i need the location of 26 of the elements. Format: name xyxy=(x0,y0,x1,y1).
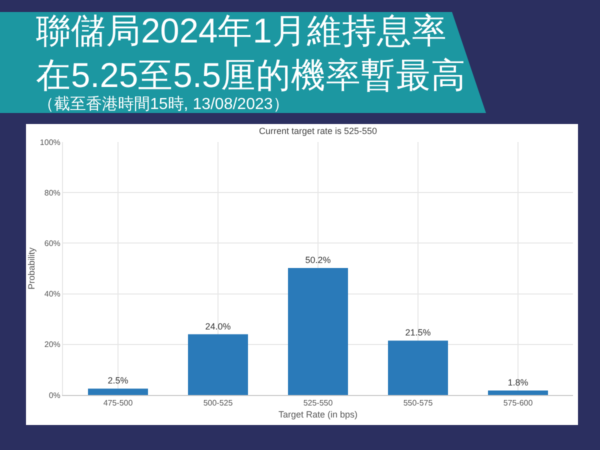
y-tick-label: 100% xyxy=(40,138,60,147)
y-axis-title: Probability xyxy=(26,246,36,290)
data-label: 21.5% xyxy=(405,328,431,338)
data-label: 50.2% xyxy=(305,254,331,265)
bar xyxy=(88,388,148,395)
y-tick-label: 60% xyxy=(44,239,60,248)
y-tick-label: 40% xyxy=(44,290,60,299)
bar xyxy=(188,334,248,395)
x-tick-label: 525-550 xyxy=(303,398,334,408)
x-tick-label: 550-575 xyxy=(403,398,434,408)
x-axis-title: Target Rate (in bps) xyxy=(278,409,358,420)
bar xyxy=(488,390,548,395)
data-label: 2.5% xyxy=(108,376,128,386)
text: （截至香港時間15時, 13/08/2023） xyxy=(38,95,289,113)
y-tick-label: 80% xyxy=(44,188,60,198)
chart-title: 聯儲局2024年1月維持息率在5.25至5.5厘的機率暫最高 xyxy=(36,12,466,96)
bar xyxy=(288,268,348,395)
x-tick-label: 500-525 xyxy=(203,398,234,408)
y-tick-label: 0% xyxy=(48,390,60,400)
chart-subtitle: Current target rate is 525-550 xyxy=(259,126,378,136)
x-tick-label: 575-600 xyxy=(503,398,534,408)
data-label: 1.8% xyxy=(508,377,528,388)
y-tick-label: 20% xyxy=(44,340,60,350)
x-tick-label: 475-500 xyxy=(103,398,134,408)
data-label: 24.0% xyxy=(205,321,231,332)
bar xyxy=(388,340,448,395)
